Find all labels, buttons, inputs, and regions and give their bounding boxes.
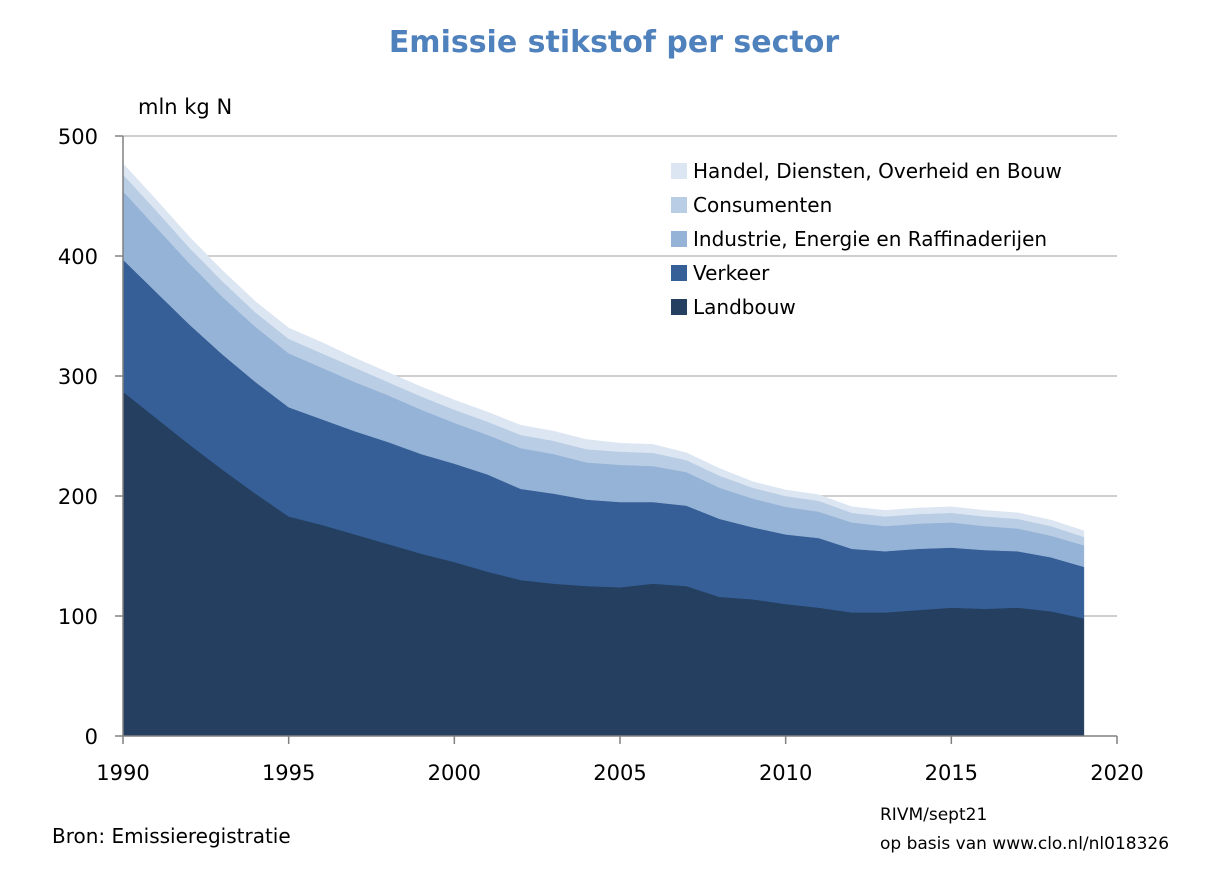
legend-label-verkeer: Verkeer — [693, 261, 770, 285]
source-note: Bron: Emissieregistratie — [52, 824, 291, 848]
axes — [115, 135, 1118, 744]
legend-swatch-industrie-energie-en-raffinaderijen — [671, 231, 687, 247]
y-tick-label-500: 500 — [58, 125, 98, 149]
x-tick-label-1990: 1990 — [96, 761, 149, 785]
legend: Handel, Diensten, Overheid en Bouw Consum… — [671, 159, 1062, 319]
legend-swatch-consumenten — [671, 197, 687, 213]
x-tick-label-2020: 2020 — [1090, 761, 1143, 785]
x-tick-label-2005: 2005 — [593, 761, 646, 785]
x-tick-label-1995: 1995 — [262, 761, 315, 785]
y-tick-label-200: 200 — [58, 485, 98, 509]
x-tick-labels: 1990 1995 2000 2005 2010 2015 2020 — [96, 761, 1143, 785]
legend-label-industrie-energie-en-raffinaderijen: Industrie, Energie en Raffinaderijen — [693, 227, 1047, 251]
legend-swatch-handel-diensten-overheid-en-bouw — [671, 163, 687, 179]
credit-line-1: RIVM/sept21 — [880, 805, 987, 825]
y-axis-label: mln kg N — [138, 95, 232, 119]
legend-swatch-landbouw — [671, 299, 687, 315]
x-tick-label-2010: 2010 — [759, 761, 812, 785]
stacked-areas — [122, 162, 1085, 737]
x-tick-label-2000: 2000 — [428, 761, 481, 785]
y-tick-label-0: 0 — [85, 725, 98, 749]
x-tick-label-2015: 2015 — [925, 761, 978, 785]
legend-label-consumenten: Consumenten — [693, 193, 832, 217]
legend-label-landbouw: Landbouw — [693, 295, 796, 319]
area-handel-diensten-overheid-en-bouw — [122, 162, 1085, 538]
legend-label-handel-diensten-overheid-en-bouw: Handel, Diensten, Overheid en Bouw — [693, 159, 1062, 183]
y-tick-label-100: 100 — [58, 605, 98, 629]
credit-line-2: op basis van www.clo.nl/nl018326 — [880, 834, 1169, 854]
y-tick-label-300: 300 — [58, 365, 98, 389]
chart-title: Emissie stikstof per sector — [389, 25, 840, 60]
y-tick-label-400: 400 — [58, 245, 98, 269]
legend-swatch-verkeer — [671, 265, 687, 281]
y-tick-labels: 0 100 200 300 400 500 — [58, 125, 98, 749]
